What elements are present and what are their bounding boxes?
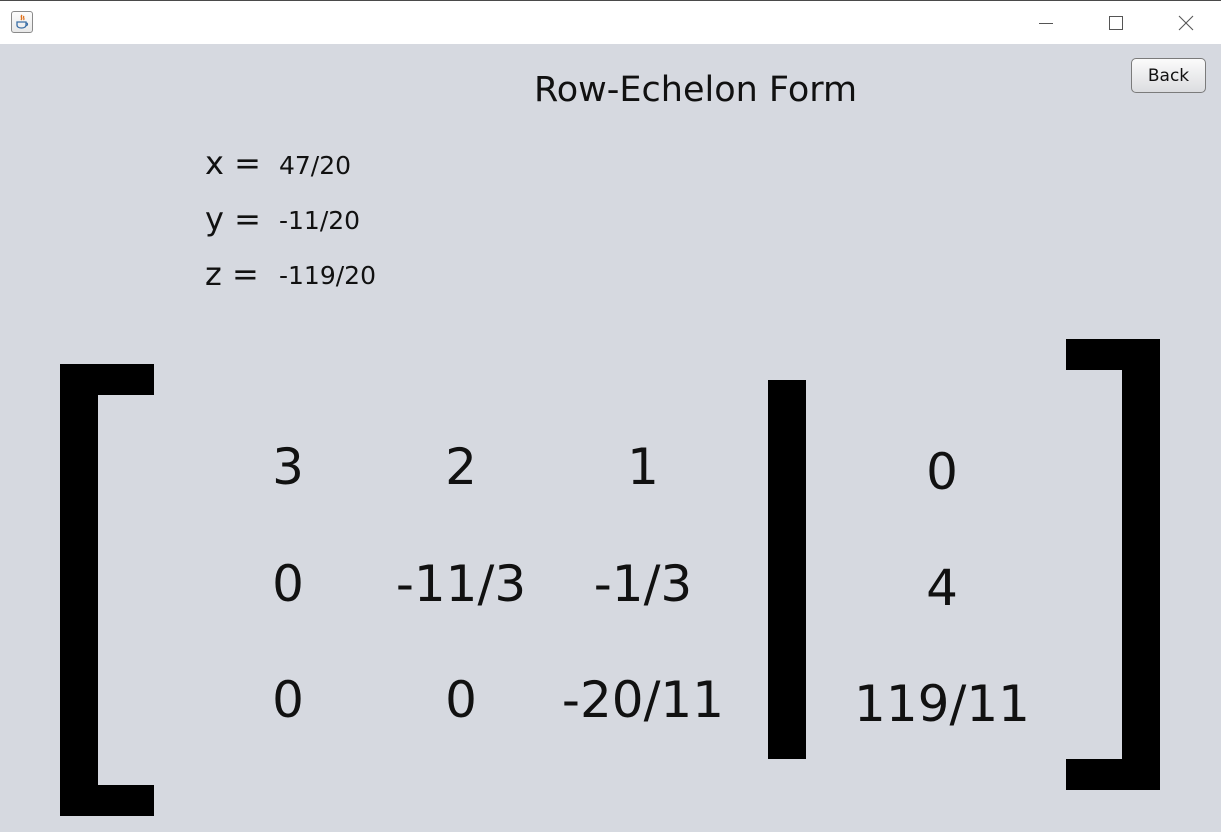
y-value: -11/20 [279,206,361,235]
matrix-cell-r2c1: 0 [272,555,304,613]
matrix-cell-r2c3: -1/3 [593,555,693,613]
matrix-cell-r1c1: 3 [272,438,304,496]
close-button[interactable] [1151,1,1221,45]
matrix-cell-r3c3: -20/11 [561,671,725,729]
matrix-cell-r3c1: 0 [272,671,304,729]
constant-cell-r3: 119/11 [854,675,1030,733]
java-icon[interactable] [11,11,33,33]
constant-cell-r2: 4 [926,559,958,617]
back-button[interactable]: Back [1131,58,1206,93]
minimize-button[interactable] [1011,1,1081,45]
matrix-cell-r1c3: 1 [627,438,659,496]
window-titlebar [0,0,1221,44]
minimize-icon [1039,23,1053,24]
x-label: x = [205,144,261,182]
matrix-cell-r2c2: -11/3 [395,555,527,613]
content-panel: Row-Echelon Form Back x = 47/20 y = -11/… [0,44,1221,832]
z-label: z = [205,255,259,293]
matrix-cell-r1c2: 2 [445,438,477,496]
maximize-button[interactable] [1081,1,1151,45]
x-value: 47/20 [279,151,352,180]
close-icon [1178,15,1194,31]
z-value: -119/20 [279,261,376,290]
matrix-cell-r3c2: 0 [445,671,477,729]
y-label: y = [205,200,261,238]
page-title: Row-Echelon Form [534,70,858,110]
maximize-icon [1109,16,1123,30]
augment-separator [768,380,806,759]
constant-cell-r1: 0 [926,443,958,501]
